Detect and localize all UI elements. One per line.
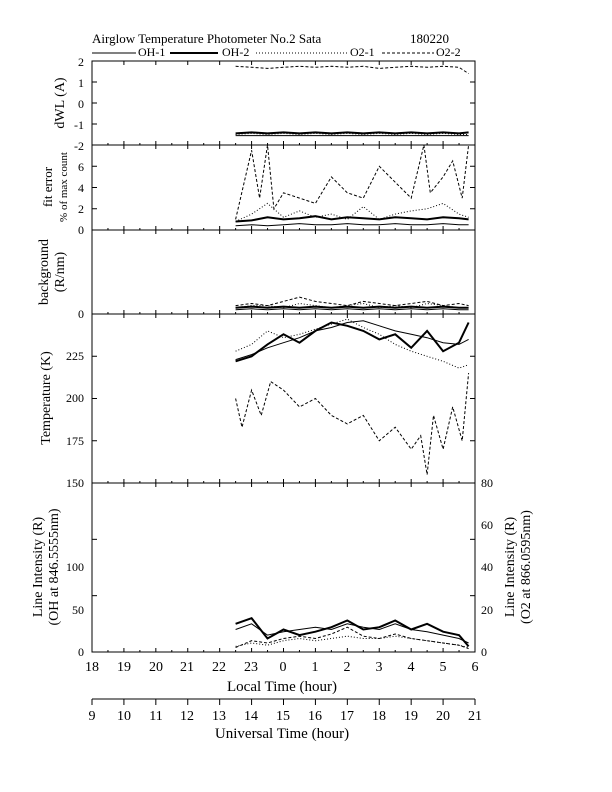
xtick-ut-label: 19 <box>404 709 418 724</box>
xticks-universal: 9 10 11 12 13 14 15 16 17 18 19 20 21 <box>89 709 483 724</box>
ylabel-intensity-o2: (O2 at 866.0595nm) <box>519 510 534 624</box>
series-line-line_intensity-oh-2 <box>235 617 470 648</box>
series-line-background-o2-2 <box>235 296 469 307</box>
ytick-label: 225 <box>66 349 84 363</box>
xtick-ut-label: 18 <box>372 709 386 724</box>
legend-label-o21: O2-1 <box>350 45 375 59</box>
xtick-ut-label: 13 <box>212 709 226 724</box>
panel-temperature-frame <box>91 313 476 484</box>
xtick-ut-label: 12 <box>180 709 194 724</box>
ylabel-fit-error: fit error <box>40 166 55 207</box>
xtick-ut-label: 17 <box>340 709 354 724</box>
series-line-background-oh-2 <box>235 305 469 309</box>
xtick-local-label: 6 <box>472 660 479 675</box>
xlabel-local: Local Time (hour) <box>227 679 337 695</box>
series-line-dwl-o2-1 <box>235 132 469 136</box>
yticks-temperature: 225 200 175 150 <box>66 349 84 490</box>
ytick-label: 175 <box>66 434 84 448</box>
xtick-local-label: 22 <box>212 660 226 675</box>
xtick-local-label: 3 <box>376 660 383 675</box>
series-line-temperature-oh-2 <box>235 321 470 363</box>
chart-date: 180220 <box>410 31 449 46</box>
xtick-ut-label: 15 <box>276 709 290 724</box>
ytick-right-label: 60 <box>481 518 493 532</box>
ytick-label: 2 <box>78 202 84 216</box>
ylabel-fit-error-unit: % of max count <box>58 152 70 222</box>
series-line-line_intensity-o2-1 <box>235 635 469 648</box>
xtick-ut-label: 16 <box>308 709 322 724</box>
ylabel-background-unit: (R/nm) <box>53 251 68 292</box>
ytick-label: -2 <box>74 139 84 153</box>
xtick-local-label: 18 <box>85 660 99 675</box>
xtick-local-label: 4 <box>408 660 415 675</box>
ytick-right-label: 20 <box>481 603 493 617</box>
ytick-label: 0 <box>78 223 84 237</box>
series-line-temperature-o2-2 <box>235 373 470 475</box>
yticks-background: 0 <box>78 307 84 321</box>
xticks-local: 18 19 20 21 22 23 0 1 2 3 4 5 6 <box>85 660 479 675</box>
xtick-ut-label: 14 <box>244 709 258 724</box>
panel-background-frame <box>91 229 476 315</box>
xtick-ut-label: 11 <box>149 709 162 724</box>
series-line-background-o2-1 <box>235 302 469 309</box>
xtick-ut-label: 20 <box>436 709 450 724</box>
ytick-label: 200 <box>66 391 84 405</box>
ytick-label: -1 <box>74 118 84 132</box>
legend-label-oh2: OH-2 <box>222 45 249 59</box>
series-line-line_intensity-o2-2 <box>235 626 469 650</box>
ytick-label: 4 <box>78 181 84 195</box>
xtick-ut-label: 10 <box>117 709 131 724</box>
ytick-right-label: 0 <box>481 645 487 659</box>
ylabel-intensity: Line Intensity (R) <box>31 517 46 618</box>
xtick-local-label: 21 <box>180 660 194 675</box>
xtick-local-label: 23 <box>244 660 258 675</box>
series-line-fit_error-oh-2 <box>235 215 469 223</box>
series-line-fit_error-o2-1 <box>235 202 469 222</box>
series-line-background-oh-1 <box>235 308 469 311</box>
ylabel-intensity-right: Line Intensity (R) <box>503 517 518 618</box>
ytick-label: 150 <box>66 476 84 490</box>
legend-label-oh1: OH-1 <box>138 45 165 59</box>
ytick-label: 50 <box>72 603 84 617</box>
series-layer <box>235 65 470 650</box>
xtick-local-label: 1 <box>312 660 319 675</box>
legend: OH-1 OH-2 O2-1 O2-2 <box>92 45 461 59</box>
series-line-fit_error-oh-1 <box>235 223 469 227</box>
ylabel-dwl: dWL (A) <box>53 77 68 129</box>
xlabel-universal: Universal Time (hour) <box>215 726 349 742</box>
ytick-label: 0 <box>78 307 84 321</box>
legend-label-o22: O2-2 <box>436 45 461 59</box>
yticks-intensity: 100 50 0 <box>66 560 84 659</box>
chart-title: Airglow Temperature Photometer No.2 Sata <box>92 31 322 46</box>
ytick-label: 1 <box>78 76 84 90</box>
ylabel-background: background <box>37 239 52 305</box>
xtick-local-label: 20 <box>149 660 163 675</box>
series-line-dwl-o2-2 <box>235 65 469 75</box>
series-line-fit_error-o2-2 <box>235 144 470 220</box>
xtick-local-label: 5 <box>440 660 447 675</box>
yticks-dwl: 2 0 1 -1 -2 <box>74 55 84 153</box>
ytick-label: 2 <box>78 55 84 69</box>
ytick-label: 0 <box>78 97 84 111</box>
xtick-ut-label: 21 <box>468 709 482 724</box>
xtick-local-label: 19 <box>117 660 131 675</box>
xtick-local-label: 0 <box>280 660 287 675</box>
xtick-ut-label: 9 <box>89 709 96 724</box>
xtick-local-label: 2 <box>344 660 351 675</box>
ytick-label: 6 <box>78 160 84 174</box>
ytick-right-label: 40 <box>481 560 493 574</box>
ylabel-temperature: Temperature (K) <box>39 351 54 445</box>
yticks-intensity-right: 80 60 40 20 0 <box>481 476 493 659</box>
yticks-fit-error: 6 4 2 0 <box>78 160 84 237</box>
axis-ticks <box>91 60 476 705</box>
ytick-label: 100 <box>66 560 84 574</box>
ytick-right-label: 80 <box>481 476 493 490</box>
ylabel-intensity-oh: (OH at 846.5555nm) <box>47 508 62 625</box>
ylabels: dWL (A) fit error % of max count backgro… <box>31 77 534 625</box>
ytick-label: 0 <box>78 645 84 659</box>
series-line-dwl-oh-2 <box>235 131 469 135</box>
